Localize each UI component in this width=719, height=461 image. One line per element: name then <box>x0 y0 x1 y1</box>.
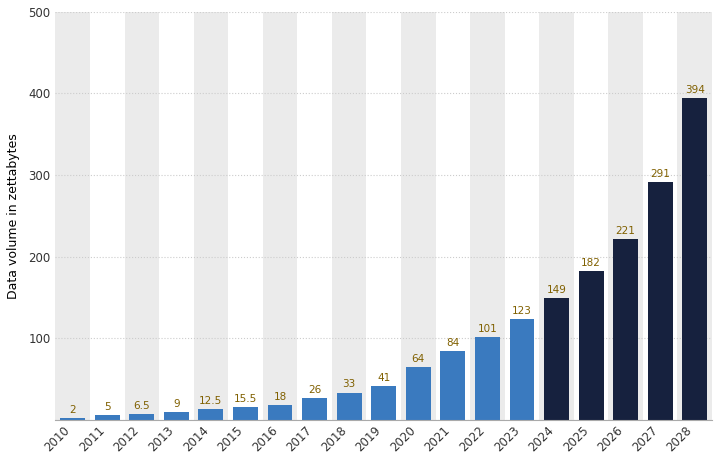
Text: 182: 182 <box>581 258 601 268</box>
Text: 18: 18 <box>273 392 287 402</box>
Bar <box>682 98 707 420</box>
Bar <box>648 183 673 420</box>
Text: 26: 26 <box>308 385 321 395</box>
Bar <box>677 12 712 420</box>
Text: 9: 9 <box>173 399 180 409</box>
Text: 5: 5 <box>104 402 111 412</box>
Text: 394: 394 <box>684 85 705 95</box>
Bar <box>332 12 367 420</box>
Bar <box>124 12 159 420</box>
Bar <box>608 12 643 420</box>
Text: 221: 221 <box>615 226 636 236</box>
Bar <box>371 386 396 420</box>
Bar <box>164 412 189 420</box>
Text: 33: 33 <box>342 379 356 390</box>
Bar <box>539 12 574 420</box>
Bar <box>510 319 534 420</box>
Text: 101: 101 <box>477 324 498 334</box>
Text: 2: 2 <box>69 405 76 415</box>
Bar <box>129 414 155 420</box>
Bar <box>233 407 258 420</box>
Bar <box>198 409 224 420</box>
Text: 291: 291 <box>650 169 670 179</box>
Text: 6.5: 6.5 <box>134 401 150 411</box>
Bar <box>267 405 293 420</box>
Bar <box>613 239 638 420</box>
Bar <box>95 415 119 420</box>
Bar <box>441 351 465 420</box>
Text: 149: 149 <box>546 285 567 295</box>
Bar <box>55 12 90 420</box>
Bar <box>406 367 431 420</box>
Bar <box>193 12 228 420</box>
Bar <box>262 12 298 420</box>
Text: 123: 123 <box>512 306 532 316</box>
Text: 64: 64 <box>412 354 425 364</box>
Bar <box>475 337 500 420</box>
Text: 15.5: 15.5 <box>234 394 257 404</box>
Y-axis label: Data volume in zettabytes: Data volume in zettabytes <box>7 133 20 299</box>
Bar <box>60 418 85 420</box>
Text: 12.5: 12.5 <box>199 396 223 406</box>
Text: 84: 84 <box>446 338 459 348</box>
Bar <box>401 12 436 420</box>
Bar <box>544 298 569 420</box>
Bar <box>336 393 362 420</box>
Bar <box>302 398 327 420</box>
Bar <box>579 271 603 420</box>
Text: 41: 41 <box>377 373 390 383</box>
Bar <box>470 12 505 420</box>
